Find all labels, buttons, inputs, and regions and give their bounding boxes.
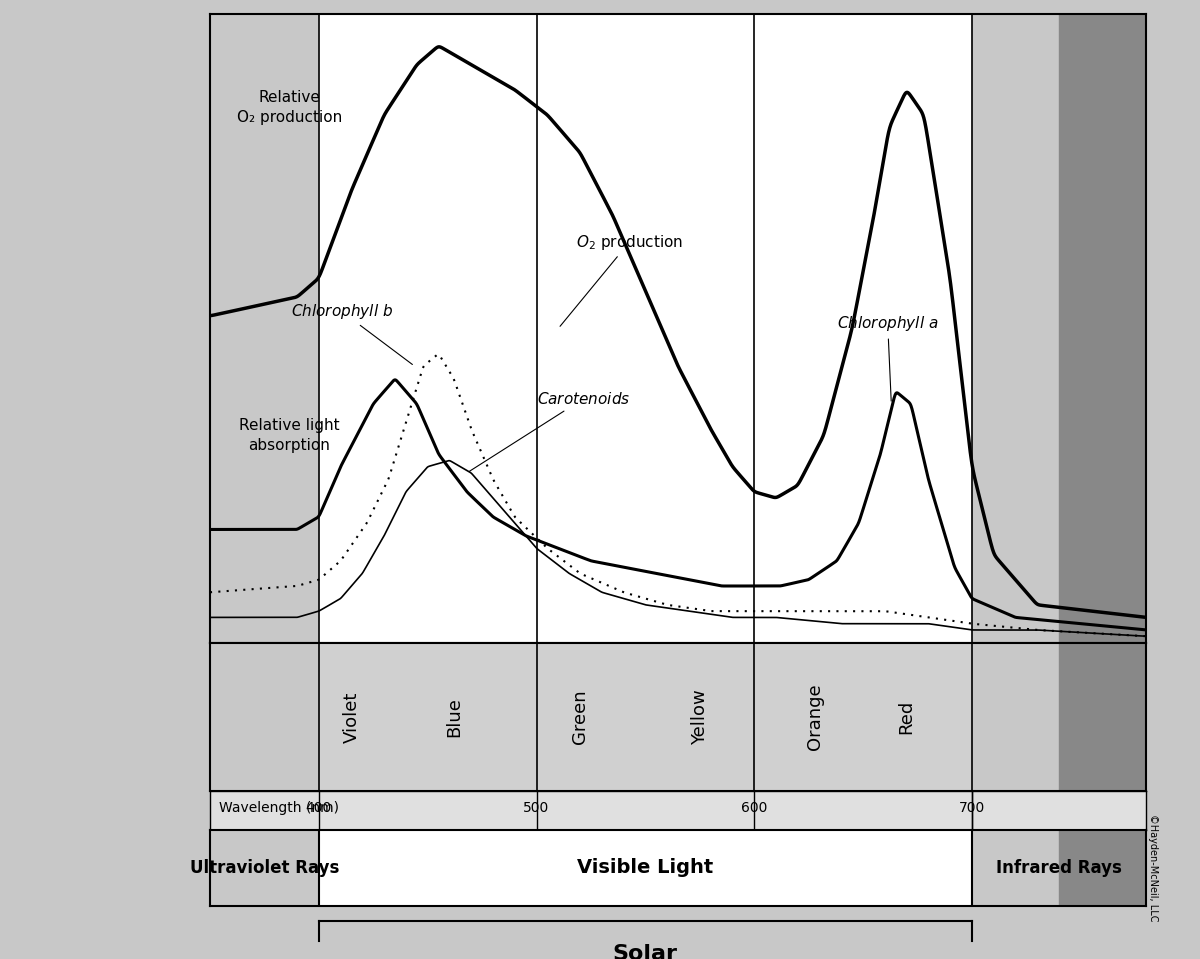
Text: Visible Light: Visible Light (577, 858, 714, 877)
Text: 500: 500 (523, 802, 550, 815)
Text: Green: Green (571, 690, 589, 744)
Text: $\it{Chlorophyll\ b}$: $\it{Chlorophyll\ b}$ (290, 302, 413, 364)
Text: 700: 700 (959, 802, 985, 815)
Text: Wavelength (nm): Wavelength (nm) (220, 802, 340, 815)
Bar (1058, 643, 1146, 791)
Bar (1058, 14, 1146, 643)
Bar (210, 643, 319, 791)
Text: Infrared Rays: Infrared Rays (996, 859, 1122, 877)
Text: $\it{Carotenoids}$: $\it{Carotenoids}$ (469, 391, 630, 472)
Bar (972, 643, 1058, 791)
Text: 600: 600 (740, 802, 767, 815)
Text: Blue: Blue (445, 697, 463, 737)
Text: Relative
O₂ production: Relative O₂ production (236, 90, 342, 125)
Bar (972, 14, 1058, 643)
Text: $\it{Chlorophyll\ a}$: $\it{Chlorophyll\ a}$ (836, 315, 938, 401)
Bar (319, 14, 972, 643)
Text: ©Hayden-McNeil, LLC: ©Hayden-McNeil, LLC (1148, 814, 1158, 922)
Bar (319, 830, 972, 906)
Text: Red: Red (898, 700, 916, 734)
Text: Orange: Orange (806, 684, 824, 750)
Text: Ultraviolet Rays: Ultraviolet Rays (190, 859, 340, 877)
Text: $\it{O_2}$ production: $\it{O_2}$ production (560, 233, 683, 326)
Bar (972, 830, 1058, 906)
Bar (210, 14, 319, 643)
Bar (319, 643, 972, 791)
Text: 400: 400 (306, 802, 332, 815)
Text: Violet: Violet (342, 691, 360, 742)
Text: Yellow: Yellow (691, 689, 709, 745)
Text: Relative light
absorption: Relative light absorption (239, 418, 340, 453)
Bar (1058, 830, 1146, 906)
Bar (210, 830, 319, 906)
Text: Solar: Solar (613, 944, 678, 959)
